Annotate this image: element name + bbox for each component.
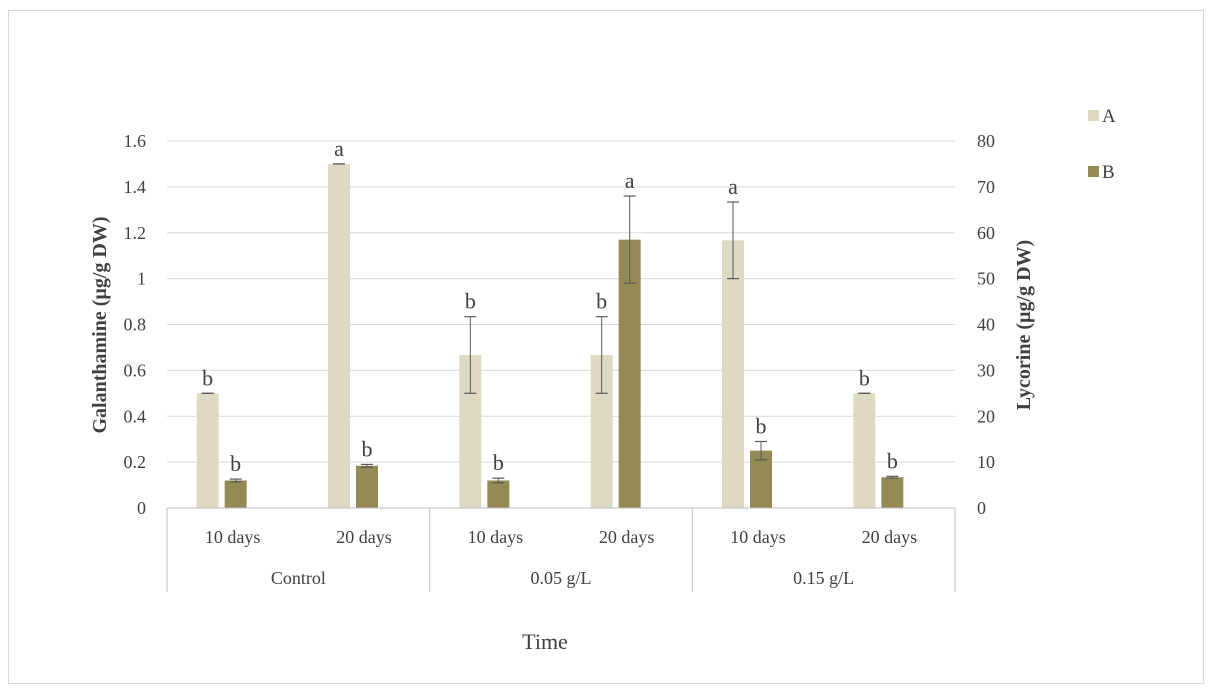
bar-b <box>881 477 904 508</box>
y2-tick-label: 10 <box>977 452 995 472</box>
bar-b <box>750 450 772 508</box>
y2-tick-label: 80 <box>977 131 995 151</box>
group-label: 0.05 g/L <box>531 568 592 588</box>
legend-swatch-b <box>1088 166 1099 177</box>
y-tick-label: 0.8 <box>124 315 147 335</box>
bar-b <box>618 239 641 508</box>
y-tick-label: 1.4 <box>124 177 147 197</box>
y2-axis-title: Lycorine (µg/g DW) <box>1013 240 1035 410</box>
legend: A B <box>1088 106 1116 183</box>
bar-b <box>356 465 378 508</box>
significance-letter: b <box>493 450 504 475</box>
significance-letter: b <box>202 365 213 390</box>
bar-a <box>328 163 350 508</box>
y-tick-label: 0.2 <box>124 452 147 472</box>
x-tick-label: 20 days <box>336 527 392 547</box>
legend-label-a: A <box>1102 106 1116 127</box>
y-axis-title: Galanthamine (µg/g DW) <box>89 216 111 433</box>
chart-frame <box>8 10 1204 684</box>
y2-tick-label: 70 <box>977 177 995 197</box>
x-tick-label: 20 days <box>862 527 918 547</box>
bar-b <box>224 480 247 508</box>
significance-letter: b <box>465 289 476 314</box>
y2-tick-label: 20 <box>977 406 995 426</box>
significance-letters: b a b b a b b b b a b b <box>202 136 898 476</box>
significance-letter: b <box>596 289 607 314</box>
x-axis-title: Time <box>522 629 568 654</box>
y2-tick-label: 0 <box>977 498 986 518</box>
group-label: 0.15 g/L <box>793 568 854 588</box>
x-tick-label: 10 days <box>730 527 786 547</box>
x-tick-label: 10 days <box>205 527 261 547</box>
y2-tick-label: 60 <box>977 223 995 243</box>
x-tick-label: 20 days <box>599 527 655 547</box>
y-tick-label: 1 <box>137 269 146 289</box>
y2-tick-label: 30 <box>977 360 995 380</box>
group-label: Control <box>271 568 326 588</box>
legend-swatch-a <box>1088 110 1099 121</box>
legend-label-b: B <box>1102 162 1115 183</box>
significance-letter: a <box>728 174 738 199</box>
y2-tick-label: 50 <box>977 269 995 289</box>
bar-a <box>722 240 744 508</box>
significance-letter: b <box>362 436 373 461</box>
significance-letter: b <box>230 451 241 476</box>
significance-letter: a <box>334 136 344 161</box>
y-tick-label: 0 <box>137 498 146 518</box>
axes: 0 0 0.2 10 0.4 20 0.6 30 0.8 40 1 50 1.2 60 1.4 70 1.6 80… <box>124 131 995 592</box>
y-tick-label: 1.6 <box>124 131 147 151</box>
y-tick-label: 1.2 <box>124 223 147 243</box>
significance-letter: b <box>756 413 767 438</box>
x-tick-label: 10 days <box>468 527 524 547</box>
error-bars <box>201 163 899 484</box>
significance-letter: b <box>887 448 898 473</box>
bar-a <box>196 393 219 508</box>
y-tick-label: 0.6 <box>124 360 147 380</box>
bar-a <box>853 393 876 508</box>
y-tick-label: 0.4 <box>124 406 147 426</box>
significance-letter: a <box>625 168 635 193</box>
bar-b <box>487 480 510 508</box>
y2-tick-label: 40 <box>977 315 995 335</box>
bars <box>196 163 904 508</box>
significance-letter: b <box>859 365 870 390</box>
gridlines <box>167 140 955 509</box>
